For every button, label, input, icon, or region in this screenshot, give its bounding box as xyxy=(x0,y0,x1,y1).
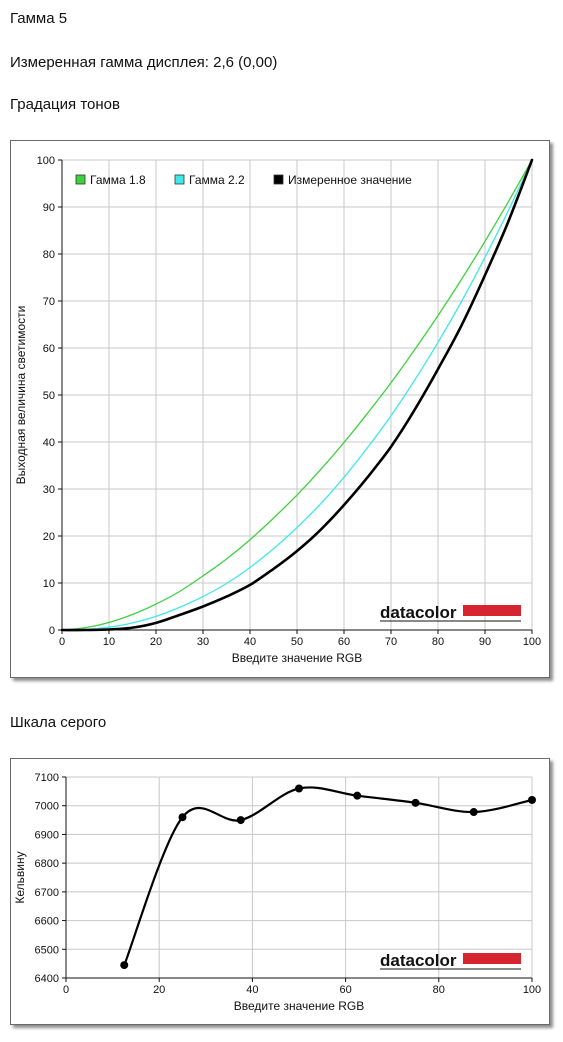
y-tick-label: 6700 xyxy=(35,887,59,899)
y-tick-label: 30 xyxy=(43,484,55,496)
x-tick-label: 40 xyxy=(244,636,256,648)
y-tick-label: 10 xyxy=(43,578,55,590)
datacolor-logo-text: datacolor xyxy=(380,951,457,970)
y-axis-title: Кельвину xyxy=(13,851,27,903)
series-line xyxy=(61,159,533,631)
legend-swatch xyxy=(273,174,284,185)
measured-gamma-text: Измеренная гамма дисплея: 2,6 (0,00) xyxy=(10,54,278,71)
y-tick-label: 60 xyxy=(43,343,55,355)
x-tick-label: 40 xyxy=(246,984,258,996)
data-point xyxy=(120,961,129,970)
x-tick-label: 50 xyxy=(291,636,303,648)
x-tick-label: 80 xyxy=(432,636,444,648)
data-point xyxy=(411,798,420,807)
grayscale-chart-panel: 0 20 40 60 80 100 6400 6500 6600 6700 6800 6900 7000… xyxy=(10,758,550,1025)
x-axis-title: Введите значение RGB xyxy=(234,999,365,1013)
y-tick-label: 6500 xyxy=(35,944,59,956)
x-tick-label: 10 xyxy=(103,636,115,648)
y-axis-title: Выходная величина светимости xyxy=(14,306,28,485)
grid xyxy=(62,159,533,630)
data-point xyxy=(295,784,303,793)
x-tick-label: 60 xyxy=(338,636,350,648)
x-axis-title: Введите значение RGB xyxy=(232,651,363,665)
x-tick-label: 90 xyxy=(479,636,491,648)
y-tick-label: 7000 xyxy=(35,801,59,813)
legend: Гамма 1.8 Гамма 2.2 Измеренное значение xyxy=(75,173,412,187)
legend-label: Измеренное значение xyxy=(288,173,412,187)
series-line xyxy=(60,158,534,632)
y-tick-label: 6800 xyxy=(35,858,59,870)
x-tick-label: 60 xyxy=(339,984,351,996)
data-point xyxy=(236,816,245,825)
x-tick-label: 0 xyxy=(63,984,69,996)
data-point xyxy=(353,791,362,800)
datacolor-logo-bar xyxy=(463,605,521,616)
tone-gradation-chart-panel: 0 10 20 30 40 50 60 70 80 90 100 0 10 20 30 40 50 60 70 80 9… xyxy=(10,140,550,678)
series-1 xyxy=(61,159,533,631)
legend-swatch xyxy=(75,174,86,185)
series-0 xyxy=(120,784,536,970)
series-2 xyxy=(60,158,534,632)
x-tick-label: 20 xyxy=(153,984,165,996)
legend-label: Гамма 2.2 xyxy=(189,173,245,187)
datacolor-logo: datacolor xyxy=(380,603,521,622)
y-tick-label: 70 xyxy=(43,296,55,308)
x-tick-label: 0 xyxy=(59,636,65,648)
x-tick-label: 20 xyxy=(150,636,162,648)
legend-label: Гамма 1.8 xyxy=(90,173,146,187)
y-tick-label: 0 xyxy=(49,625,55,637)
grayscale-chart: 0 20 40 60 80 100 6400 6500 6600 6700 6800 6900 7000… xyxy=(13,772,541,1013)
legend-item: Гамма 1.8 xyxy=(75,173,146,187)
x-tick-label: 80 xyxy=(433,984,445,996)
x-tick-label: 100 xyxy=(523,636,541,648)
y-tick-label: 90 xyxy=(43,202,55,214)
legend-swatch xyxy=(174,174,185,185)
datacolor-logo-bar xyxy=(463,953,521,964)
x-tick-label: 30 xyxy=(197,636,209,648)
tone-gradation-chart: 0 10 20 30 40 50 60 70 80 90 100 0 10 20 30 40 50 60 70 80 9… xyxy=(14,155,541,665)
datacolor-logo-text: datacolor xyxy=(380,603,457,622)
page-title: Гамма 5 xyxy=(10,10,68,27)
section-title-gray: Шкала серого xyxy=(10,714,107,731)
datacolor-logo: datacolor xyxy=(380,951,521,970)
series-0 xyxy=(61,159,533,631)
legend-item: Измеренное значение xyxy=(273,173,412,187)
data-point xyxy=(469,808,478,817)
y-tick-label: 6600 xyxy=(35,916,59,928)
y-tick-label: 40 xyxy=(43,437,55,449)
x-tick-label: 70 xyxy=(385,636,397,648)
y-tick-label: 6400 xyxy=(35,973,59,985)
x-tick-label: 100 xyxy=(523,984,541,996)
series-line xyxy=(61,159,533,631)
grid xyxy=(66,776,533,978)
y-tick-label: 6900 xyxy=(35,829,59,841)
legend-item: Гамма 2.2 xyxy=(174,173,245,187)
y-tick-label: 20 xyxy=(43,531,55,543)
section-title-tones: Градация тонов xyxy=(10,96,120,113)
y-tick-label: 100 xyxy=(37,155,55,167)
data-point xyxy=(528,795,536,804)
y-tick-label: 50 xyxy=(43,390,55,402)
y-tick-label: 80 xyxy=(43,249,55,261)
data-point xyxy=(178,813,187,822)
y-tick-label: 7100 xyxy=(35,772,59,784)
